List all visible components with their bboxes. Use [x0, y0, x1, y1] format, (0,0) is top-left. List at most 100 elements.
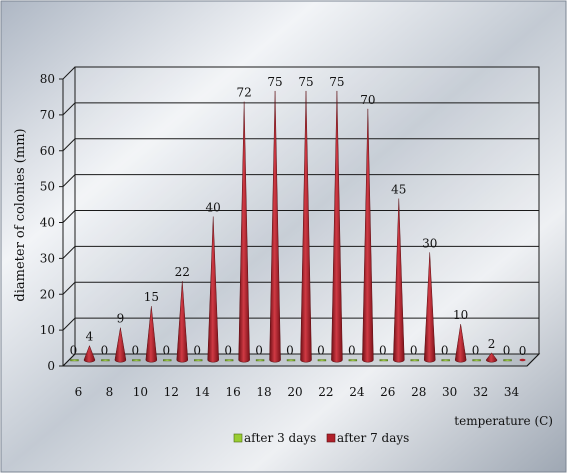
data-label-after-7-days: 75: [298, 75, 313, 89]
x-tick-label: 22: [318, 385, 333, 399]
data-label-after-3-days: 0: [441, 344, 449, 358]
data-label-after-3-days: 0: [379, 344, 387, 358]
x-axis-title: temperature (C): [454, 414, 553, 428]
bar-after-7-days: [83, 344, 96, 363]
y-tick-label: 30: [40, 251, 55, 265]
bar-after-3-days: [348, 359, 358, 362]
data-label-after-3-days: 0: [472, 344, 480, 358]
legend-label-after-3-days: after 3 days: [244, 431, 316, 445]
y-tick-label: 20: [40, 287, 55, 301]
bar-after-7-days: [176, 281, 189, 363]
data-label-after-3-days: 0: [70, 344, 78, 358]
gridline-depth: [62, 102, 76, 116]
bar-after-3-days: [132, 359, 141, 362]
legend: after 3 days after 7 days: [233, 431, 409, 445]
bar-after-7-days: [145, 306, 158, 363]
x-tick-label: 6: [75, 385, 83, 399]
gridline-depth: [62, 281, 76, 295]
x-tick-label: 30: [442, 385, 457, 399]
y-axis-title: diameter of colonies (mm): [13, 128, 28, 301]
gridline-depth: [62, 210, 76, 223]
legend-swatch-after-3-days: [233, 433, 243, 443]
data-label-after-7-days: 72: [236, 86, 251, 100]
y-tick-label: 10: [40, 323, 55, 337]
data-label-after-7-days: 10: [453, 308, 468, 322]
x-tick-label: 26: [380, 385, 395, 399]
bar-after-7-days: [207, 216, 219, 363]
bar-after-7-days: [362, 108, 374, 363]
bar-after-3-days: [503, 359, 512, 362]
gridline-depth: [62, 174, 76, 187]
legend-label-after-7-days: after 7 days: [337, 431, 409, 445]
data-label-after-7-days: 4: [86, 330, 94, 344]
bar-after-7-days: [485, 352, 498, 363]
bar-after-3-days: [70, 359, 79, 362]
x-tick-label: 28: [411, 385, 426, 399]
data-label-after-7-days: 75: [267, 75, 282, 89]
data-label-after-7-days: 2: [488, 337, 496, 351]
x-tick-label: 12: [164, 385, 179, 399]
data-label-after-7-days: 9: [117, 312, 125, 326]
bar-after-7-days: [519, 358, 526, 362]
y-tick-label: 70: [40, 108, 55, 122]
data-label-after-3-days: 0: [255, 344, 263, 358]
x-tick-label: 20: [287, 385, 302, 399]
data-label-after-7-days: 45: [391, 183, 406, 197]
x-tick-label: 18: [256, 385, 271, 399]
bar-after-7-days: [393, 198, 405, 363]
y-tick-label: 60: [40, 144, 55, 158]
data-label-after-3-days: 0: [162, 344, 170, 358]
x-tick-label: 14: [195, 385, 211, 399]
bar-after-3-days: [286, 359, 296, 362]
data-label-after-3-days: 0: [317, 344, 325, 358]
data-label-after-7-days: 75: [329, 75, 344, 89]
data-label-after-7-days: 70: [360, 93, 375, 107]
data-label-after-3-days: 0: [193, 344, 201, 358]
bars-layer: [70, 90, 526, 363]
data-label-after-7-days: 22: [175, 265, 190, 279]
gridline-depth: [62, 66, 76, 80]
legend-swatch-after-7-days: [326, 433, 336, 443]
bar-after-7-days: [114, 327, 127, 363]
floor-edge: [526, 353, 540, 367]
data-label-after-3-days: 0: [132, 344, 140, 358]
bar-after-3-days: [317, 359, 327, 362]
bar-after-7-days: [269, 90, 281, 363]
data-label-after-7-days: 30: [422, 236, 437, 250]
y-tick-label: 80: [40, 72, 55, 86]
bar-after-3-days: [193, 359, 203, 362]
data-label-after-7-days: 15: [144, 290, 159, 304]
bar-after-7-days: [454, 324, 467, 363]
data-label-after-3-days: 0: [348, 344, 356, 358]
bar-after-3-days: [472, 359, 481, 362]
x-tick-label: 16: [225, 385, 240, 399]
data-label-after-3-days: 0: [101, 344, 109, 358]
data-label-after-3-days: 0: [410, 344, 418, 358]
bar-after-7-days: [300, 90, 312, 363]
y-tick-label: 50: [40, 180, 55, 194]
bar-after-3-days: [163, 359, 172, 362]
data-label-after-7-days: 40: [206, 201, 221, 215]
bar-after-3-days: [441, 359, 450, 362]
bar-after-3-days: [224, 359, 234, 362]
x-tick-label: 8: [106, 385, 114, 399]
gridline-depth: [62, 246, 76, 259]
bar-after-3-days: [379, 359, 388, 362]
bar-after-7-days: [238, 101, 250, 363]
x-tick-label: 34: [504, 385, 520, 399]
bar-after-3-days: [101, 359, 110, 362]
y-tick-label: 0: [47, 359, 55, 373]
data-label-after-3-days: 0: [503, 344, 511, 358]
bar-after-3-days: [255, 359, 265, 362]
gridline-depth: [62, 138, 76, 152]
bar-after-7-days: [423, 252, 436, 363]
data-label-after-7-days: 0: [519, 344, 527, 358]
x-tick-label: 10: [133, 385, 148, 399]
x-tick-label: 24: [349, 385, 365, 399]
x-tick-label: 32: [473, 385, 488, 399]
bar-after-3-days: [410, 359, 419, 362]
